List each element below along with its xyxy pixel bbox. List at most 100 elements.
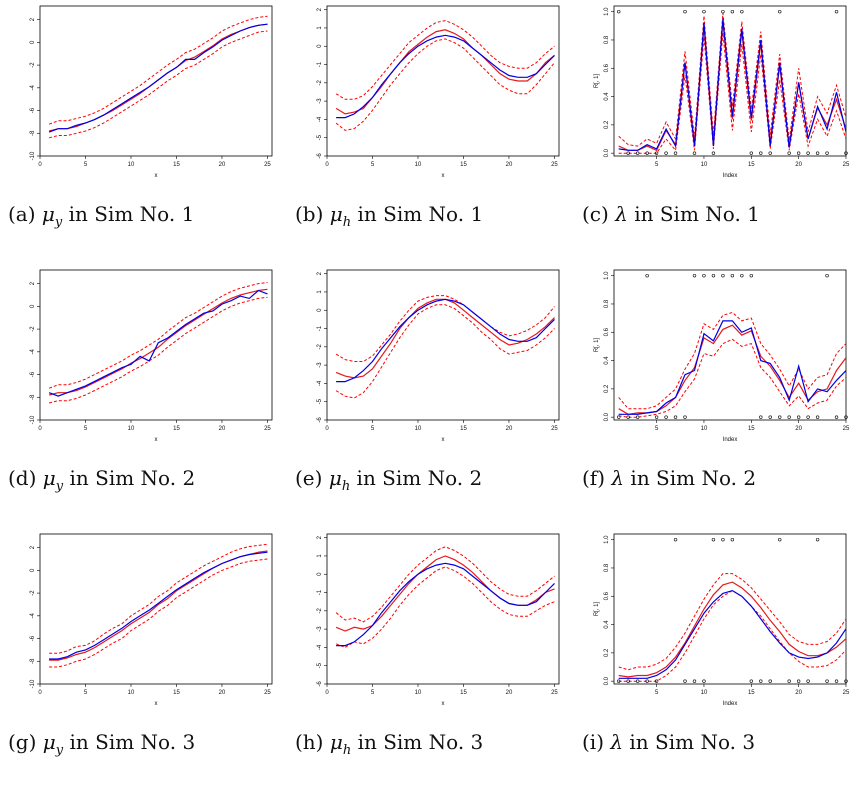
observation-point <box>844 151 848 155</box>
observation-point <box>796 415 801 419</box>
x-tick-label: 15 <box>460 426 467 432</box>
chart-panel-h: 0 5 10 15 20 25 -6 -5 -4 -3 -2 -1 0 1 2 x (h) μh in Sim … <box>287 528 574 792</box>
series-group <box>335 295 555 399</box>
chart-svg-h: 0 5 10 15 20 25 -6 -5 -4 -3 -2 -1 0 1 2 x <box>317 533 560 707</box>
x-tick-label: 15 <box>460 162 467 168</box>
y-tick-label: -6 <box>30 107 36 113</box>
x-tick-label: 10 <box>128 690 135 696</box>
y-tick-label: -10 <box>30 415 36 424</box>
subfigure-caption: (d) μy in Sim No. 2 <box>8 466 195 494</box>
observation-point <box>683 679 687 683</box>
observation-point <box>721 9 725 14</box>
x-tick-label: 0 <box>38 426 42 432</box>
credible-band-line <box>335 566 555 648</box>
observation-point <box>815 151 820 155</box>
y-tick-label: 0 <box>30 568 36 572</box>
series-group <box>618 573 846 682</box>
x-axis-label: Index <box>723 701 738 707</box>
y-tick-label: 0.4 <box>604 356 610 365</box>
subfigure-caption: (e) μh in Sim No. 2 <box>295 466 482 494</box>
caption-symbol: λ <box>615 202 628 226</box>
y-tick-label: -10 <box>30 679 36 688</box>
caption-label: (e) <box>295 466 329 490</box>
y-axis-label: R[, 1] <box>594 602 600 617</box>
y-tick-label: 1 <box>317 554 323 558</box>
credible-band-line <box>335 304 555 399</box>
caption-subscript: y <box>55 743 64 758</box>
caption-text: in Sim No. 1 <box>351 202 484 226</box>
x-tick-label: 5 <box>655 690 659 696</box>
x-tick-label: 0 <box>325 690 329 696</box>
x-tick-label: 5 <box>655 162 659 168</box>
caption-label: (b) <box>295 202 330 226</box>
caption-symbol: λ <box>611 466 625 490</box>
chart-panel-d: 0 5 10 15 20 25 -10 -8 -6 -4 -2 0 2 x (d) μy in Sim No… <box>0 264 287 528</box>
caption-text: in Sim No. 3 <box>351 730 484 754</box>
x-axis-label: x <box>155 701 158 707</box>
x-axis-label: x <box>155 173 158 179</box>
observation-point <box>673 415 678 419</box>
plot-frame <box>326 269 560 421</box>
observation-point <box>815 415 820 419</box>
y-tick-label: -2 <box>317 80 323 86</box>
plot-frame <box>326 533 560 685</box>
observation-point <box>806 679 810 683</box>
credible-band-line <box>335 38 555 131</box>
true-value-line <box>336 298 555 383</box>
x-tick-label: 10 <box>701 162 708 168</box>
true-value-line <box>49 551 268 660</box>
y-tick-label: -1 <box>317 325 323 331</box>
observation-point <box>730 273 735 278</box>
x-tick-label: 15 <box>173 162 180 168</box>
observation-point <box>635 415 640 419</box>
caption-label: (c) <box>582 202 616 226</box>
observation-point <box>787 151 791 155</box>
observation-point <box>749 679 754 683</box>
posterior-mean-line <box>335 555 555 632</box>
true-value-line <box>618 589 846 679</box>
series-group <box>335 546 555 648</box>
observation-point <box>654 415 659 419</box>
chart-svg-c: 5 10 15 20 25 0.0 0.2 0.4 0.6 0.8 1.0 Index R[, 1] <box>594 5 850 179</box>
y-tick-label: -1 <box>317 61 323 67</box>
caption-label: (g) <box>8 730 43 754</box>
y-tick-label: -2 <box>30 590 36 596</box>
caption-symbol: μ <box>42 730 56 754</box>
chart-svg-a: 0 5 10 15 20 25 -10 -8 -6 -4 -2 0 2 x <box>30 5 273 179</box>
chart-svg-i: 5 10 15 20 25 0.0 0.2 0.4 0.6 0.8 1.0 Index R[, 1] <box>594 533 850 707</box>
y-tick-label: -2 <box>317 344 323 350</box>
chart-svg-e: 0 5 10 15 20 25 -6 -5 -4 -3 -2 -1 0 1 2 x <box>317 269 560 443</box>
credible-band-line <box>618 32 846 154</box>
observation-point <box>721 537 725 542</box>
observation-point <box>683 9 687 14</box>
chart-svg-b: 0 5 10 15 20 25 -6 -5 -4 -3 -2 -1 0 1 2 x <box>317 5 560 179</box>
chart-panel-a: 0 5 10 15 20 25 -10 -8 -6 -4 -2 0 2 x (a) μy in Sim No… <box>0 0 287 264</box>
y-tick-label: 0.0 <box>604 412 610 421</box>
observation-point <box>617 415 621 419</box>
observation-point <box>654 679 659 683</box>
observation-point <box>844 415 848 419</box>
observation-point <box>778 537 782 542</box>
chart-panel-f: 5 10 15 20 25 0.0 0.2 0.4 0.6 0.8 1.0 Index R[, 1] (f… <box>574 264 861 528</box>
x-tick-label: 25 <box>551 426 558 432</box>
credible-band-line <box>48 30 268 139</box>
x-tick-label: 15 <box>748 162 755 168</box>
y-tick-label: 1 <box>317 26 323 30</box>
x-tick-label: 25 <box>843 690 850 696</box>
plot-frame <box>326 5 560 157</box>
caption-label: (a) <box>8 202 42 226</box>
x-tick-label: 0 <box>325 162 329 168</box>
y-tick-label: 0.8 <box>604 35 610 44</box>
x-tick-label: 0 <box>38 690 42 696</box>
x-tick-label: 20 <box>795 426 802 432</box>
y-tick-label: 1 <box>317 290 323 294</box>
caption-symbol: μ <box>41 202 55 226</box>
caption-text: in Sim No. 2 <box>63 466 196 490</box>
y-tick-label: 1.0 <box>604 7 610 16</box>
observation-point <box>768 679 772 683</box>
x-tick-label: 10 <box>128 162 135 168</box>
chart-panel-c: 5 10 15 20 25 0.0 0.2 0.4 0.6 0.8 1.0 Index R[, 1] (c… <box>574 0 861 264</box>
y-tick-label: 0.6 <box>604 327 610 336</box>
subfigure-caption: (b) μh in Sim No. 1 <box>295 202 483 230</box>
y-tick-label: 0 <box>317 572 323 576</box>
